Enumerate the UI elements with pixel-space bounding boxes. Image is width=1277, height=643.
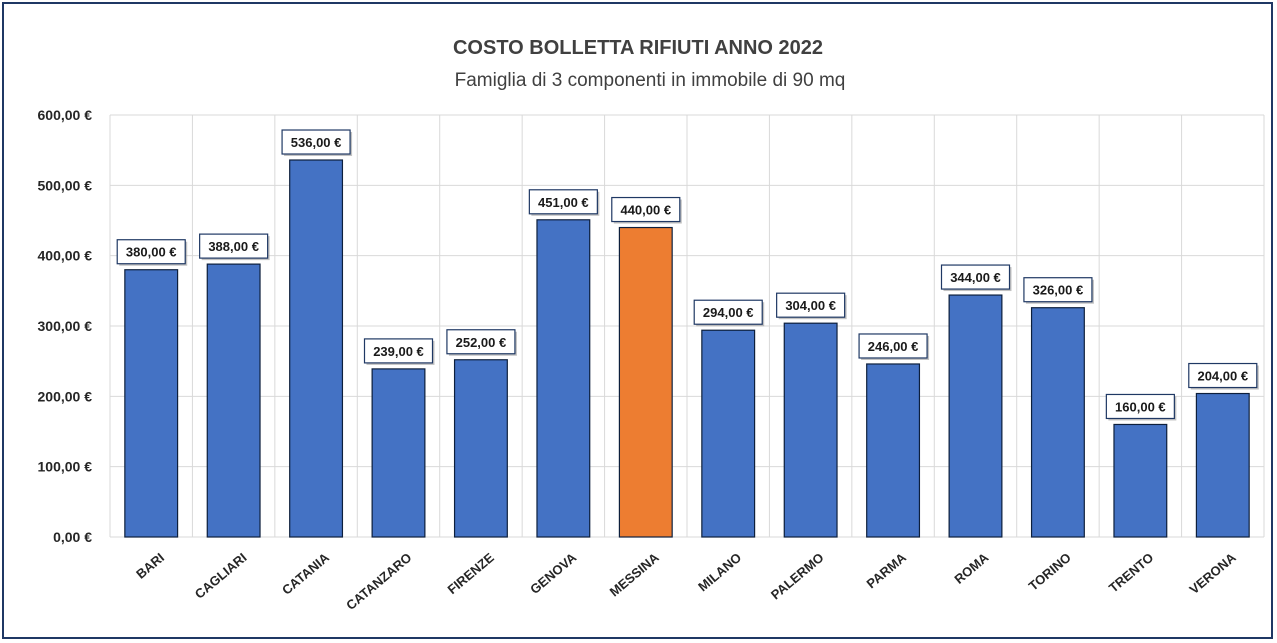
data-label-box (1188, 362, 1258, 389)
data-label-catanzaro: 239,00 € (363, 338, 435, 365)
x-tick-label: CATANIA (279, 549, 332, 597)
x-tick-label: PALERMO (768, 550, 827, 603)
data-label-text: 536,00 € (291, 135, 342, 150)
data-label-text: 326,00 € (1033, 283, 1084, 298)
data-label-box (776, 292, 846, 318)
data-label-verona: 204,00 € (1188, 362, 1259, 390)
data-labels: 380,00 € 388,00 € 536,00 € 239,00 € 252,00 €… (116, 129, 1259, 421)
data-label-text: 246,00 € (868, 339, 919, 354)
data-label-roma: 344,00 € (940, 264, 1012, 292)
bar-cagliari (206, 263, 261, 538)
bar-catanzaro (371, 368, 426, 538)
x-tick-label: PARMA (864, 549, 910, 591)
data-label-text: 304,00 € (785, 298, 836, 313)
data-label-text: 380,00 € (126, 245, 177, 260)
bar-genova (536, 219, 591, 538)
y-tick-label: 200,00 € (38, 388, 93, 404)
data-label-text: 440,00 € (620, 203, 671, 218)
y-axis-ticks: 0,00 € 100,00 € 200,00 € 300,00 € 400,00 € 50… (38, 107, 93, 545)
data-label-cagliari: 388,00 € (199, 233, 270, 261)
data-label-box (281, 129, 351, 155)
y-tick-label: 600,00 € (38, 107, 93, 123)
bar-trento (1113, 423, 1168, 538)
bar-firenze (453, 359, 508, 538)
data-label-genova: 451,00 € (528, 189, 600, 216)
data-label-firenze: 252,00 € (446, 329, 517, 356)
x-tick-label: MESSINA (607, 549, 662, 599)
data-label-box (858, 333, 928, 359)
bar-milano (701, 329, 756, 538)
data-label-box (940, 264, 1011, 290)
data-label-box (693, 299, 763, 325)
data-label-text: 160,00 € (1115, 399, 1166, 414)
x-tick-label: FIRENZE (445, 550, 497, 597)
bar-bari (124, 269, 179, 538)
chart-title: COSTO BOLLETTA RIFIUTI ANNO 2022 (453, 37, 823, 59)
data-label-text: 252,00 € (456, 335, 507, 350)
y-tick-label: 0,00 € (53, 529, 92, 545)
gridlines (109, 114, 1265, 538)
data-label-box (528, 189, 598, 215)
x-tick-label: BARI (133, 550, 167, 582)
y-tick-label: 100,00 € (38, 459, 93, 475)
data-label-text: 204,00 € (1197, 369, 1248, 384)
x-tick-label: TRENTO (1106, 550, 1156, 596)
x-tick-label: GENOVA (527, 549, 580, 596)
bar-roma (948, 294, 1003, 538)
bar-palermo (783, 322, 838, 538)
data-label-messina: 440,00 € (611, 196, 682, 224)
data-label-torino: 326,00 € (1023, 277, 1094, 304)
data-label-text: 239,00 € (373, 344, 424, 359)
bar-catania (289, 159, 344, 538)
y-tick-label: 400,00 € (38, 248, 93, 264)
bar-torino (1030, 307, 1085, 538)
data-label-box (611, 196, 681, 223)
x-tick-label: VERONA (1186, 549, 1239, 597)
data-label-bari: 380,00 € (116, 239, 188, 266)
x-tick-label: TORINO (1026, 550, 1074, 594)
y-tick-label: 300,00 € (38, 318, 93, 334)
data-label-trento: 160,00 € (1105, 393, 1177, 421)
x-tick-label: MILANO (695, 550, 744, 594)
data-label-box (1105, 393, 1175, 420)
data-label-box (199, 233, 269, 259)
data-label-text: 451,00 € (538, 195, 589, 210)
data-label-parma: 246,00 € (858, 333, 930, 360)
data-label-text: 344,00 € (950, 270, 1001, 285)
data-label-milano: 294,00 € (693, 299, 765, 327)
bar-messina (618, 226, 673, 538)
data-label-box (363, 338, 434, 364)
bars (124, 159, 1250, 538)
y-tick-label: 500,00 € (38, 177, 93, 193)
data-label-box (116, 239, 186, 265)
data-label-text: 294,00 € (703, 305, 754, 320)
data-label-box (1023, 277, 1093, 303)
x-axis-ticks: BARI CAGLIARI CATANIA CATANZARO FIRENZE GENOV… (133, 549, 1239, 613)
x-tick-label: CAGLIARI (192, 550, 250, 602)
bar-parma (866, 363, 921, 538)
chart-subtitle: Famiglia di 3 componenti in immobile di … (455, 70, 846, 91)
data-label-box (446, 329, 516, 355)
data-label-text: 388,00 € (208, 239, 259, 254)
x-tick-label: ROMA (951, 549, 992, 586)
x-tick-label: CATANZARO (343, 550, 414, 613)
data-label-palermo: 304,00 € (776, 292, 847, 320)
data-label-catania: 536,00 € (281, 129, 353, 157)
bar-verona (1195, 392, 1250, 538)
